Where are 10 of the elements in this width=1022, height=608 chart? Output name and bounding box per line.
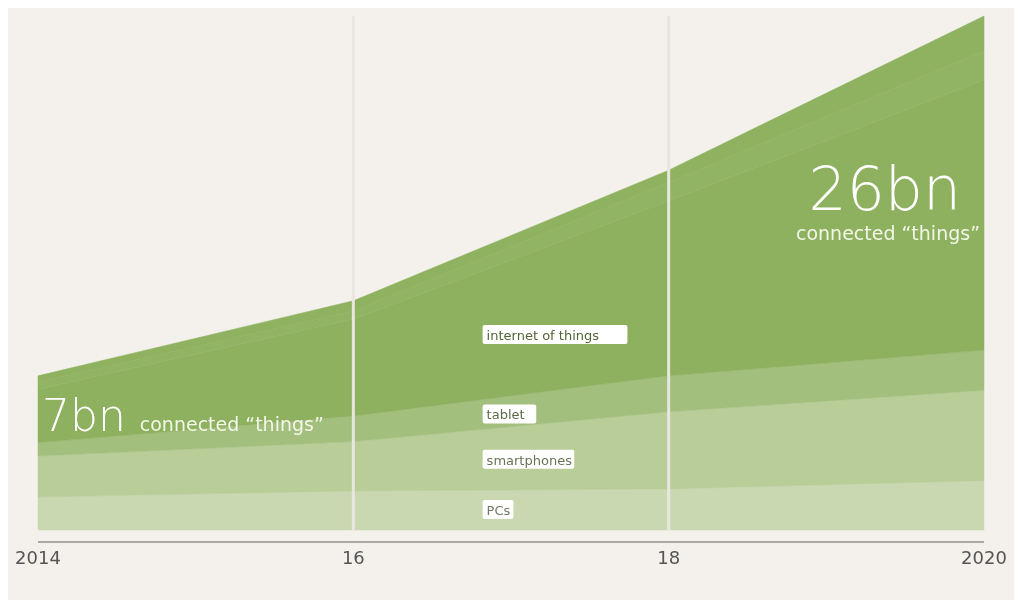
x-tick-label: 16 xyxy=(341,547,365,568)
series-label: PCs xyxy=(486,503,511,519)
x-tick-label: 2014 xyxy=(15,547,61,568)
series-label: internet of things xyxy=(486,328,600,344)
series-label: tablet xyxy=(486,407,525,423)
annotation: 26bn connected “things” xyxy=(796,153,980,244)
x-tick-label: 18 xyxy=(657,547,681,568)
series-label: smartphones xyxy=(486,452,573,468)
x-tick-label: 2020 xyxy=(961,547,1007,568)
annotation: 7bn connected “things” xyxy=(42,389,324,441)
